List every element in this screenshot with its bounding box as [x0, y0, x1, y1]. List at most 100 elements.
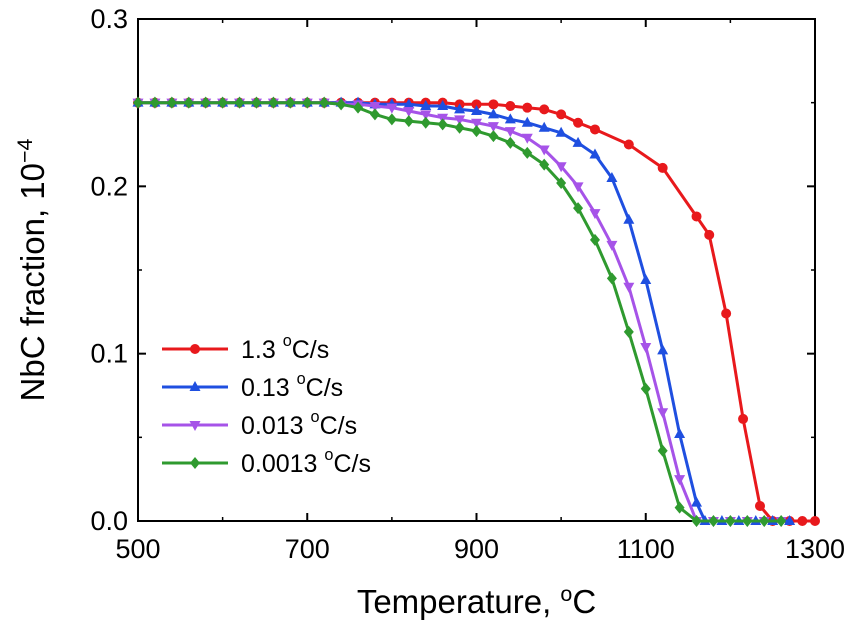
data-point: [133, 96, 143, 109]
data-point: [691, 211, 702, 222]
data-point: [572, 182, 584, 193]
data-point: [190, 457, 200, 469]
data-point: [738, 413, 749, 424]
axes: 500 700 900 1100 1300 0.0 0.1 0.2 0.3 Temperature…: [13, 4, 845, 620]
data-point: [623, 282, 635, 293]
data-point: [623, 213, 635, 224]
data-point: [437, 118, 448, 131]
data-point: [386, 103, 398, 114]
data-point: [555, 126, 567, 137]
legend-label-sup: o: [297, 370, 306, 388]
data-point: [691, 496, 703, 507]
legend-label: 1.3 oC/s: [241, 332, 329, 364]
data-point: [166, 96, 177, 109]
data-point: [556, 109, 567, 120]
data-point: [454, 121, 465, 134]
data-point: [708, 515, 719, 527]
data-point: [505, 101, 516, 112]
data-point: [784, 515, 796, 525]
data-point: [251, 96, 262, 109]
data-point: [725, 515, 736, 527]
data-point: [200, 96, 211, 109]
data-point: [721, 308, 732, 319]
data-point: [556, 176, 567, 189]
legend-label-base: 1.3: [241, 336, 283, 364]
data-point: [640, 274, 652, 285]
data-point: [810, 516, 820, 526]
x-tick-label: 500: [115, 534, 160, 564]
x-axis-title-unit: C: [572, 583, 596, 620]
data-point: [674, 501, 685, 514]
x-tick-label: 1100: [617, 534, 675, 564]
data-point: [657, 344, 669, 355]
legend-entry: 0.13 oC/s: [162, 370, 343, 402]
data-point: [589, 148, 601, 159]
data-point: [657, 444, 668, 457]
y-tick-label: 0.2: [90, 171, 128, 201]
legend-entry: 0.013 oC/s: [162, 408, 357, 440]
y-tick-label: 0.1: [90, 339, 128, 369]
data-point: [521, 116, 533, 127]
data-point: [754, 500, 765, 511]
data-point: [420, 116, 431, 129]
data-point: [471, 105, 482, 116]
legend-label-base: 0.13: [241, 374, 297, 402]
data-point: [742, 515, 753, 527]
legend-entry: 1.3 oC/s: [162, 332, 329, 364]
data-point: [674, 427, 686, 438]
data-point: [234, 96, 245, 109]
data-point: [589, 233, 600, 246]
data-point: [572, 136, 584, 147]
data-point: [606, 171, 618, 182]
legend: 1.3 oC/s0.13 oC/s0.013 oC/s0.0013 oC/s: [162, 332, 371, 478]
data-point: [369, 102, 381, 113]
data-point: [336, 98, 347, 111]
data-point: [190, 344, 200, 354]
legend-label-sup: o: [324, 446, 333, 464]
legend-entry: 0.0013 oC/s: [162, 446, 371, 478]
series-line: [138, 101, 790, 523]
data-point: [217, 96, 228, 109]
legend-label-sup: o: [311, 408, 320, 426]
data-point: [369, 108, 380, 121]
data-series: [132, 96, 820, 527]
legend-label-unit: C/s: [333, 450, 371, 478]
legend-label: 0.0013 oC/s: [241, 446, 371, 478]
x-tick-label: 900: [454, 534, 499, 564]
data-point: [471, 118, 482, 129]
legend-label: 0.13 oC/s: [241, 370, 343, 402]
y-axis-title-sup: −4: [13, 138, 37, 163]
data-point: [454, 115, 466, 126]
data-point: [403, 107, 415, 118]
data-point: [623, 325, 634, 338]
data-point: [285, 96, 296, 109]
y-tick-label: 0.0: [90, 506, 128, 536]
data-point: [420, 100, 432, 111]
data-point: [674, 475, 686, 486]
data-point: [573, 117, 584, 128]
legend-label-base: 0.0013: [241, 450, 324, 478]
series-line: [138, 101, 815, 523]
data-point: [319, 96, 330, 109]
series-2: [132, 98, 787, 527]
data-point: [454, 103, 466, 114]
data-point: [640, 342, 652, 353]
data-point: [521, 133, 533, 144]
legend-label-unit: C/s: [320, 412, 358, 440]
data-point: [539, 158, 550, 171]
data-point: [606, 272, 617, 285]
data-point: [149, 96, 160, 109]
data-point: [420, 110, 432, 121]
data-point: [487, 122, 499, 133]
x-axis-title-sup: o: [560, 582, 572, 606]
series-3: [133, 96, 787, 527]
data-point: [539, 104, 550, 115]
data-point: [623, 139, 634, 150]
legend-label-unit: C/s: [292, 336, 330, 364]
data-point: [268, 96, 279, 109]
data-point: [573, 202, 584, 215]
data-point: [589, 209, 601, 220]
data-point: [657, 408, 669, 419]
data-point: [353, 101, 364, 114]
